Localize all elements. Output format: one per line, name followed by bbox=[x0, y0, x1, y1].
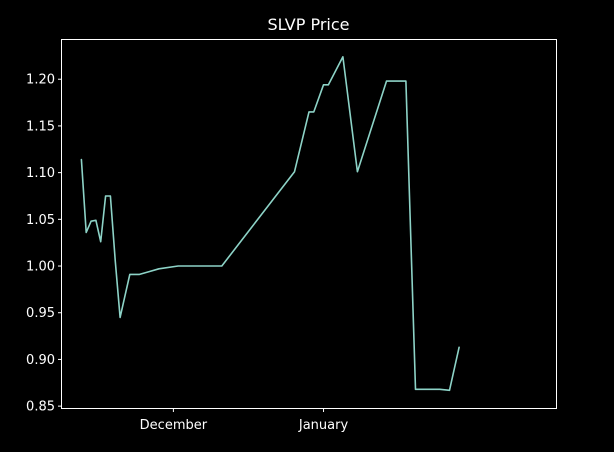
y-tick-label: 1.05 bbox=[26, 213, 55, 228]
plot-area bbox=[61, 39, 557, 409]
y-tick-label: 1.20 bbox=[26, 73, 55, 88]
y-axis: 0.85 0.90 0.95 1.00 1.05 1.10 1.15 1.20 bbox=[26, 73, 62, 415]
series-layer bbox=[80, 55, 460, 392]
price-line bbox=[80, 55, 460, 392]
x-axis: December January bbox=[140, 408, 349, 433]
y-tick-label: 1.15 bbox=[26, 119, 55, 134]
x-tick-label: January bbox=[298, 418, 349, 433]
y-tick-label: 1.10 bbox=[26, 166, 55, 181]
y-tick-label: 1.00 bbox=[26, 260, 55, 275]
chart-title: SLVP Price bbox=[267, 15, 349, 34]
y-tick-label: 0.85 bbox=[26, 400, 55, 415]
x-tick-label: December bbox=[140, 418, 208, 433]
y-tick-label: 0.90 bbox=[26, 353, 55, 368]
y-tick-label: 0.95 bbox=[26, 306, 55, 321]
